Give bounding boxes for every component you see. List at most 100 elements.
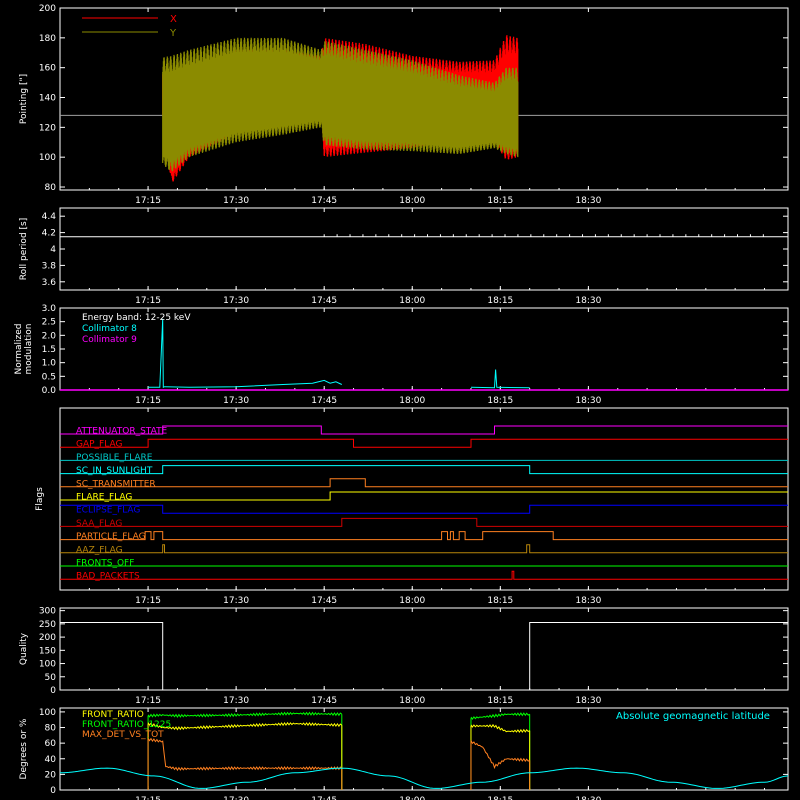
flag-line-attenuator_state [60,425,788,435]
quality-ytick-label: 150 [39,646,56,656]
flag-line-aaz_flag [60,544,788,554]
roll_period-xtick-label: 17:45 [311,296,337,306]
pointing-frame [59,7,789,191]
flag-line-saa_flag [60,517,788,527]
quality-ytick-label: 50 [45,673,57,683]
modulation-legend-item: Energy band: 12-25 keV [82,313,191,323]
quality-ytick-label: 200 [39,633,56,643]
roll_period-ytick-label: 4.2 [42,229,56,239]
flag-line-sc_transmitter [60,478,788,488]
ratios-legend-item: FRONT_RATIO [82,710,144,720]
quality-panel: 17:15 17:30 17:45 18:00 18:15 18:30 0 50 100 150 2… [19,607,789,706]
modulation-ylabel: modulation [24,324,34,375]
flag-label-possible_flare: POSSIBLE_FLARE [76,453,153,463]
quality-frame [59,607,789,691]
flag-line-gap_flag [60,438,788,448]
roll_period-ytick-label: 4 [50,245,56,255]
pointing-ytick-label: 160 [39,64,56,74]
ratios-ytick-label: 0 [50,786,56,796]
flags-xtick-label: 18:30 [575,596,601,606]
flag-label-attenuator_state: ATTENUATOR_STATE [76,427,168,437]
flag-label-bad_packets: BAD_PACKETS [76,572,140,582]
ratios-xtick-label: 17:30 [223,796,249,800]
pointing-ytick-label: 200 [39,4,56,14]
flag-line-bad_packets [60,570,788,580]
modulation-xtick-label: 17:30 [223,396,249,406]
modulation-legend-item: Collimator 8 [82,324,137,334]
quality-ytick-label: 0 [50,686,56,696]
modulation-xtick-label: 17:45 [311,396,337,406]
pointing-xtick-label: 18:15 [487,196,513,206]
modulation-ytick-label: 2.5 [42,318,56,328]
pointing-xtick-label: 18:00 [399,196,425,206]
ratios-panel: 17:15 17:30 17:45 18:00 18:15 18:30 0 20 40 60 80 1… [19,707,789,800]
quality-xtick-label: 18:30 [575,696,601,706]
ratios-xtick-label: 18:30 [575,796,601,800]
flags-ylabel: Flags [35,487,45,511]
flag-label-flare_flag: FLARE_FLAG [76,493,132,503]
flags-panel: 17:15 17:30 17:45 18:00 18:15 18:30 Flags ATTEN… [35,407,789,606]
quality-xtick-label: 17:15 [135,696,161,706]
pointing-series-y [162,37,519,172]
pointing-xtick-label: 17:45 [311,196,337,206]
flag-line-flare_flag [60,491,788,501]
modulation-xtick-label: 18:00 [399,396,425,406]
roll_period-ytick-label: 4.4 [42,212,57,222]
pointing-xtick-label: 17:15 [135,196,161,206]
ratios-series-absolute-geomagnetic-latitude [60,767,789,789]
roll_period-xtick-label: 17:15 [135,296,161,306]
modulation-ytick-label: 2.0 [42,331,57,341]
quality-xtick-label: 17:30 [223,696,249,706]
pointing-ytick-label: 100 [39,153,56,163]
legend-label-x: X [170,14,177,25]
flags-xtick-label: 17:15 [135,596,161,606]
modulation-ylabel: Normalized [14,323,24,374]
modulation-xtick-label: 18:30 [575,396,601,406]
ratios-series-front_ratio-1 [470,712,530,720]
roll_period-ytick-label: 3.6 [42,278,57,288]
ratios-xtick-label: 17:15 [135,796,161,800]
flag-line-sc_in_sunlight [60,465,788,475]
ratios-xtick-label: 18:00 [399,796,425,800]
modulation-ytick-label: 1.0 [42,359,57,369]
quality-xtick-label: 18:00 [399,696,425,706]
ratios-ytick-label: 100 [39,708,56,718]
roll_period-ytick-label: 3.8 [42,261,57,271]
roll_period-frame [59,207,789,291]
flag-label-sc_transmitter: SC_TRANSMITTER [76,479,156,489]
roll_period-xtick-label: 17:30 [223,296,249,306]
ratios-ytick-label: 20 [45,770,57,780]
quality-ytick-label: 250 [39,620,56,630]
pointing-panel: 17:15 17:30 17:45 18:00 18:15 18:30 80 100 120 14… [19,4,789,206]
ratios-ytick-label: 60 [45,739,57,749]
ratios-series-front_ratio_1225-1 [470,723,530,734]
roll_period-xtick-label: 18:00 [399,296,425,306]
flag-label-fronts_off: FRONTS_OFF [76,559,134,569]
flag-label-saa_flag: SAA_FLAG [76,519,122,529]
ratios-series-front_ratio-0 [147,711,343,718]
ratios-annotation: Absolute geomagnetic latitude [616,711,770,722]
quality-ytick-label: 100 [39,660,56,670]
flags-frame [59,407,789,591]
flag-label-gap_flag: GAP_FLAG [76,440,122,450]
flags-xtick-label: 17:30 [223,596,249,606]
quality-xtick-label: 18:15 [487,696,513,706]
pointing-ytick-label: 80 [45,183,57,193]
ratios-ytick-label: 80 [45,724,57,734]
roll_period-panel: 17:15 17:30 17:45 18:00 18:15 18:30 3.6 3.8 4 4.2… [19,207,789,306]
flag-label-eclipse_flag: ECLIPSE_FLAG [76,506,140,516]
pointing-ytick-label: 140 [39,94,56,104]
roll_period-xtick-label: 18:15 [487,296,513,306]
pointing-xtick-label: 18:30 [575,196,601,206]
flag-label-particle_flag: PARTICLE_FLAG [76,532,146,542]
quality-xtick-label: 17:45 [311,696,337,706]
flags-xtick-label: 18:00 [399,596,425,606]
ratios-frame [59,707,789,791]
pointing-xtick-label: 17:30 [223,196,249,206]
pointing-ytick-label: 120 [39,123,56,133]
modulation-series-collimator-8-0 [148,318,343,389]
flag-label-aaz_flag: AAZ_FLAG [76,545,123,555]
modulation-ytick-label: 1.5 [42,345,56,355]
